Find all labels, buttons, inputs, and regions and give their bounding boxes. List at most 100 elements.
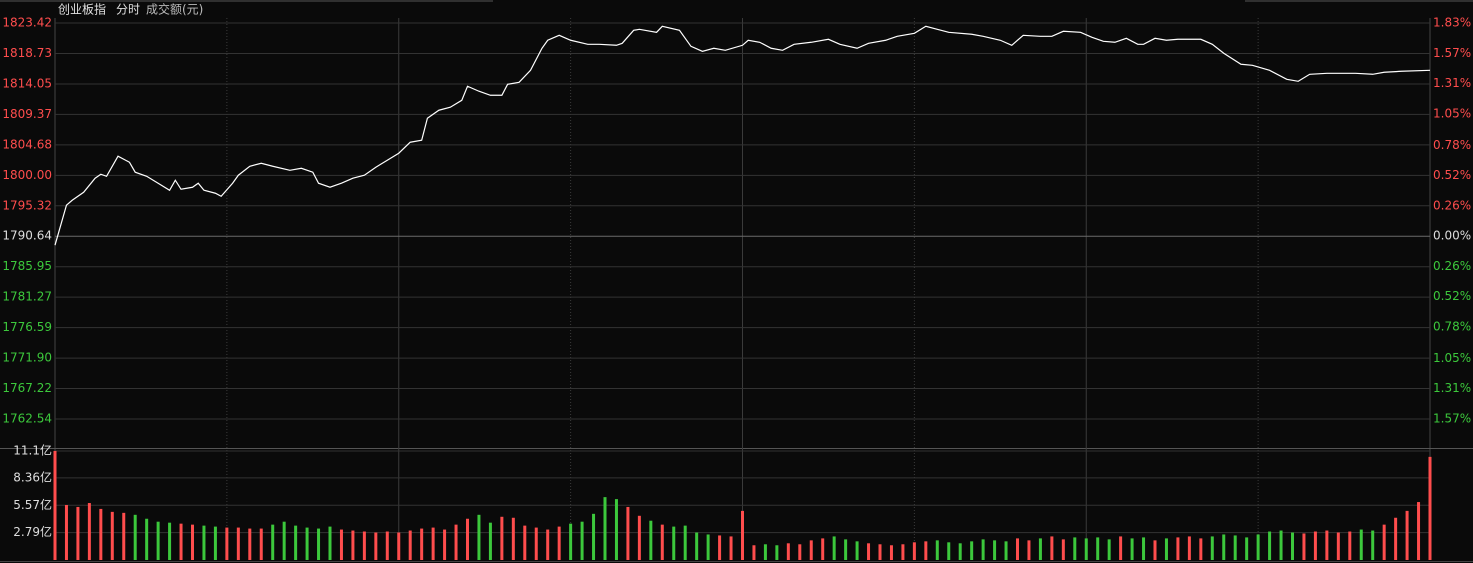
y-tick-label: 1800.00 — [2, 168, 52, 182]
volume-bar — [1233, 535, 1237, 560]
volume-bar — [443, 529, 447, 560]
volume-bar — [87, 503, 91, 560]
volume-bar — [614, 499, 618, 560]
volume-bar — [1245, 537, 1249, 560]
volume-bar — [420, 528, 424, 560]
volume-bar — [1256, 534, 1260, 560]
volume-bar — [523, 525, 527, 560]
y2-tick-label: 1.57% — [1433, 46, 1471, 60]
volume-bar — [626, 506, 630, 560]
volume-bar — [477, 514, 481, 560]
volume-bar — [947, 542, 951, 560]
y2-tick-label: 1.83% — [1433, 16, 1471, 30]
y2-tick-label: 0.52% — [1433, 168, 1471, 182]
volume-bar — [202, 525, 206, 560]
volume-bar — [145, 518, 149, 560]
volume-bar — [168, 522, 172, 560]
volume-bar — [1107, 539, 1111, 560]
volume-bar — [1405, 510, 1409, 560]
volume-bar — [534, 527, 538, 560]
y2-tick-label: 0.52% — [1433, 289, 1471, 303]
volume-bar — [1004, 541, 1008, 560]
y2-tick-label: 1.57% — [1433, 411, 1471, 425]
volume-bar — [511, 517, 515, 560]
volume-bar — [718, 535, 722, 560]
volume-bar — [317, 528, 321, 560]
y2-tick-label: 1.31% — [1433, 76, 1471, 90]
volume-bar — [1096, 537, 1100, 560]
volume-bar — [53, 450, 57, 560]
volume-bar — [122, 512, 126, 560]
volume-bar — [695, 532, 699, 560]
volume-bar — [1176, 537, 1180, 560]
volume-bar — [798, 544, 802, 560]
volume-bar — [878, 544, 882, 560]
volume-bar — [397, 532, 401, 560]
volume-bar — [1268, 531, 1272, 560]
chart-subtitle: 分时 — [116, 3, 140, 17]
volume-bar — [500, 516, 504, 560]
volume-bar — [1279, 530, 1283, 560]
volume-bar — [546, 529, 550, 560]
y2-tick-label: 1.05% — [1433, 351, 1471, 365]
volume-bar — [1210, 536, 1214, 560]
volume-bar — [569, 523, 573, 560]
volume-bar — [580, 521, 584, 560]
volume-bar — [637, 515, 641, 560]
volume-bar — [660, 524, 664, 560]
volume-bar — [1050, 536, 1054, 560]
volume-bar — [912, 542, 916, 560]
volume-bar — [179, 523, 183, 560]
volume-bar — [729, 536, 733, 560]
volume-bar — [454, 524, 458, 560]
volume-bar — [374, 532, 378, 560]
volume-bar — [488, 522, 492, 560]
volume-bar — [867, 543, 871, 560]
volume-bar — [683, 525, 687, 560]
y-tick-label: 1818.73 — [2, 46, 52, 60]
volume-bar — [741, 510, 744, 560]
y-tick-label: 1790.64 — [2, 229, 52, 243]
volume-bar — [236, 527, 240, 560]
volume-bar — [706, 534, 710, 560]
volume-bar — [649, 520, 653, 560]
volume-bar — [1199, 538, 1203, 560]
volume-bar — [362, 531, 366, 560]
volume-bar — [225, 527, 229, 560]
volume-bar — [1038, 538, 1042, 560]
volume-bar — [1222, 534, 1226, 560]
y-tick-label: 1785.95 — [2, 259, 52, 273]
volume-bar — [1417, 502, 1421, 560]
y2-tick-label: 1.05% — [1433, 106, 1471, 120]
volume-bar — [1153, 540, 1157, 560]
volume-bar — [592, 513, 596, 560]
volume-bar — [603, 497, 607, 560]
volume-bar — [821, 538, 825, 560]
y-tick-label: 1781.27 — [2, 290, 52, 304]
volume-bar — [1142, 537, 1146, 560]
y2-tick-label: 0.78% — [1433, 319, 1471, 333]
volume-bar — [924, 541, 928, 560]
volume-bar — [1119, 536, 1123, 560]
volume-bar — [970, 541, 974, 560]
volume-bar — [935, 540, 939, 560]
y-tick-label: 1809.37 — [2, 107, 52, 121]
volume-bar — [259, 528, 263, 560]
chart-title: 创业板指 — [58, 2, 106, 17]
volume-bar — [557, 526, 561, 560]
volume-bar — [271, 524, 275, 560]
y-tick-label: 1762.54 — [2, 411, 52, 425]
volume-bar — [64, 504, 68, 560]
y-tick-label: 1767.22 — [2, 381, 52, 395]
volume-bar — [248, 528, 252, 560]
volume-bar — [1371, 530, 1375, 560]
volume-bar — [775, 545, 779, 560]
volume-bar — [385, 531, 389, 560]
volume-bar — [282, 521, 286, 560]
y-tick-label: 1823.42 — [2, 16, 52, 30]
y2-tick-label: 0.78% — [1433, 138, 1471, 152]
volume-bar — [1084, 538, 1088, 560]
